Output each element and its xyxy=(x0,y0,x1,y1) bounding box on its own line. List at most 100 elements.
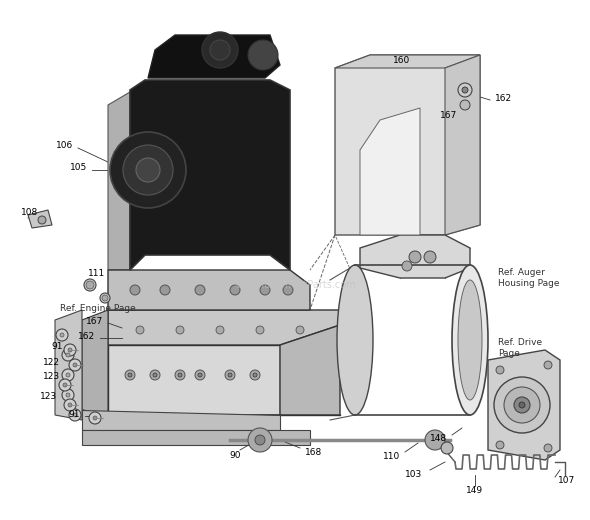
Text: 123: 123 xyxy=(40,392,57,400)
Circle shape xyxy=(130,285,140,295)
Circle shape xyxy=(496,366,504,374)
Circle shape xyxy=(496,441,504,449)
Polygon shape xyxy=(108,310,340,345)
Text: 110: 110 xyxy=(383,451,400,461)
Polygon shape xyxy=(108,270,310,310)
Circle shape xyxy=(255,435,265,445)
Circle shape xyxy=(176,326,184,334)
Text: 149: 149 xyxy=(467,486,484,495)
Circle shape xyxy=(195,370,205,380)
Circle shape xyxy=(102,295,108,301)
Polygon shape xyxy=(360,108,420,235)
Polygon shape xyxy=(82,310,108,415)
Circle shape xyxy=(544,444,552,452)
Text: 103: 103 xyxy=(405,470,422,478)
Polygon shape xyxy=(148,35,280,78)
Circle shape xyxy=(62,369,74,381)
Text: 106: 106 xyxy=(55,140,73,150)
Circle shape xyxy=(225,370,235,380)
Polygon shape xyxy=(488,350,560,460)
Polygon shape xyxy=(82,430,310,445)
Circle shape xyxy=(66,373,70,377)
Text: 111: 111 xyxy=(88,268,105,278)
Circle shape xyxy=(150,370,160,380)
Text: 160: 160 xyxy=(393,56,410,64)
Circle shape xyxy=(62,389,74,401)
Text: 167: 167 xyxy=(86,317,103,326)
Circle shape xyxy=(110,132,186,208)
Circle shape xyxy=(195,285,205,295)
Text: 108: 108 xyxy=(21,207,38,216)
Circle shape xyxy=(38,216,46,224)
Circle shape xyxy=(69,359,81,371)
Circle shape xyxy=(59,379,71,391)
Circle shape xyxy=(202,32,238,68)
Circle shape xyxy=(93,416,97,420)
Circle shape xyxy=(544,361,552,369)
Text: Ref. Engine Page: Ref. Engine Page xyxy=(60,304,136,313)
Text: ©ReplacementParts.com: ©ReplacementParts.com xyxy=(234,280,356,290)
Circle shape xyxy=(178,373,182,377)
Circle shape xyxy=(402,261,412,271)
Circle shape xyxy=(68,348,72,352)
Polygon shape xyxy=(360,235,470,278)
Ellipse shape xyxy=(452,265,488,415)
Ellipse shape xyxy=(458,280,482,400)
Circle shape xyxy=(198,373,202,377)
Circle shape xyxy=(230,285,240,295)
Circle shape xyxy=(283,285,293,295)
Circle shape xyxy=(64,344,76,356)
Circle shape xyxy=(253,373,257,377)
Circle shape xyxy=(250,370,260,380)
Circle shape xyxy=(228,373,232,377)
Ellipse shape xyxy=(337,265,373,415)
Circle shape xyxy=(216,326,224,334)
Text: 162: 162 xyxy=(495,94,512,102)
Text: 107: 107 xyxy=(558,475,575,485)
Circle shape xyxy=(256,326,264,334)
Circle shape xyxy=(66,393,70,397)
Text: Ref. Drive
Page: Ref. Drive Page xyxy=(498,339,542,358)
Circle shape xyxy=(260,285,270,295)
Text: 167: 167 xyxy=(440,111,457,120)
Polygon shape xyxy=(82,410,280,430)
Circle shape xyxy=(73,413,77,417)
Circle shape xyxy=(66,353,70,357)
Circle shape xyxy=(160,285,170,295)
Polygon shape xyxy=(335,55,480,68)
Polygon shape xyxy=(108,345,280,415)
Circle shape xyxy=(296,326,304,334)
Circle shape xyxy=(494,377,550,433)
Circle shape xyxy=(84,279,96,291)
Circle shape xyxy=(424,251,436,263)
Circle shape xyxy=(248,40,278,70)
Circle shape xyxy=(128,373,132,377)
Polygon shape xyxy=(445,55,480,235)
Text: 168: 168 xyxy=(305,448,322,457)
Circle shape xyxy=(68,403,72,407)
Polygon shape xyxy=(55,310,82,420)
Circle shape xyxy=(64,399,76,411)
Circle shape xyxy=(73,363,77,367)
Circle shape xyxy=(514,397,530,413)
Polygon shape xyxy=(108,310,340,345)
Text: 91: 91 xyxy=(51,342,63,350)
Circle shape xyxy=(462,87,468,93)
Circle shape xyxy=(425,430,445,450)
Polygon shape xyxy=(28,210,52,228)
Circle shape xyxy=(441,442,453,454)
Text: 122: 122 xyxy=(43,358,60,367)
Circle shape xyxy=(409,251,421,263)
Circle shape xyxy=(504,387,540,423)
Polygon shape xyxy=(335,55,480,235)
Circle shape xyxy=(63,383,67,387)
Text: 91: 91 xyxy=(68,410,80,419)
Circle shape xyxy=(175,370,185,380)
Text: 123: 123 xyxy=(43,371,60,381)
Circle shape xyxy=(125,370,135,380)
Text: 148: 148 xyxy=(430,434,447,443)
Circle shape xyxy=(62,349,74,361)
Text: 162: 162 xyxy=(78,332,95,341)
Text: Ref. Auger
Housing Page: Ref. Auger Housing Page xyxy=(498,268,559,288)
Circle shape xyxy=(86,281,94,289)
